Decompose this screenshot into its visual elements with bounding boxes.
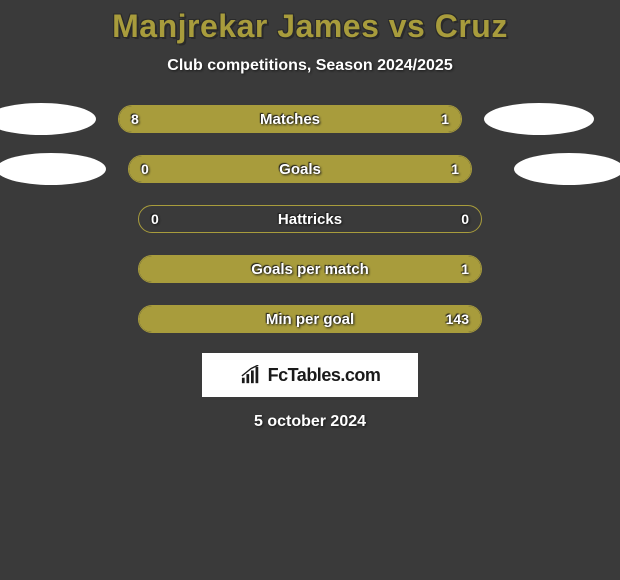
stat-bar: Goals0 1 xyxy=(128,155,472,183)
brand-box: FcTables.com xyxy=(202,353,418,397)
stat-value-left: 8 xyxy=(131,106,139,132)
stat-label: Goals per match xyxy=(139,256,481,282)
stat-label: Min per goal xyxy=(139,306,481,332)
stat-value-right: 143 xyxy=(446,306,469,332)
stat-row: Hattricks0 0 xyxy=(0,203,620,235)
stat-value-left: 0 xyxy=(151,206,159,232)
brand-text: FcTables.com xyxy=(268,365,381,386)
stat-row: Goals per match1 xyxy=(0,253,620,285)
stat-row: Min per goal143 xyxy=(0,303,620,335)
player-ellipse-left xyxy=(0,153,106,185)
stat-value-right: 0 xyxy=(461,206,469,232)
infographic-container: Manjrekar James vs Cruz Club competition… xyxy=(0,0,620,431)
stat-bar: Hattricks0 0 xyxy=(138,205,482,233)
stat-bar: Goals per match1 xyxy=(138,255,482,283)
stat-bar: Min per goal143 xyxy=(138,305,482,333)
page-title: Manjrekar James vs Cruz xyxy=(0,8,620,45)
subtitle: Club competitions, Season 2024/2025 xyxy=(0,57,620,75)
stat-label: Goals xyxy=(129,156,471,182)
stat-row: Goals0 1 xyxy=(0,153,620,185)
date-text: 5 october 2024 xyxy=(0,413,620,431)
stat-row: Matches8 1 xyxy=(0,103,620,135)
stat-value-right: 1 xyxy=(451,156,459,182)
stat-value-left: 0 xyxy=(141,156,149,182)
player-ellipse-left xyxy=(0,103,96,135)
stats-area: Matches81Goals01Hattricks00Goals per mat… xyxy=(0,103,620,335)
stat-value-right: 1 xyxy=(441,106,449,132)
player-ellipse-right xyxy=(514,153,620,185)
stat-label: Hattricks xyxy=(139,206,481,232)
player-ellipse-right xyxy=(484,103,594,135)
stat-value-right: 1 xyxy=(461,256,469,282)
stat-label: Matches xyxy=(119,106,461,132)
stat-bar: Matches8 1 xyxy=(118,105,462,133)
chart-icon xyxy=(240,365,262,385)
